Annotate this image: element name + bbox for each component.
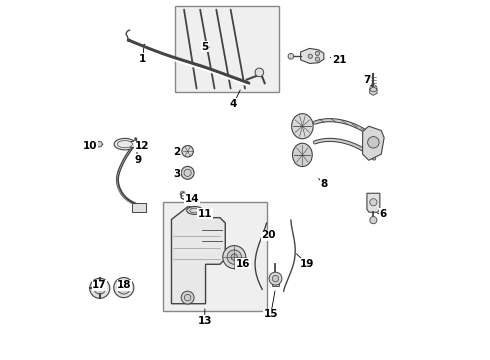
Circle shape: [368, 136, 379, 148]
Circle shape: [90, 278, 110, 298]
Text: 15: 15: [264, 309, 278, 319]
Text: 5: 5: [201, 42, 208, 51]
Bar: [175, 6, 279, 92]
Text: 21: 21: [332, 54, 346, 64]
Circle shape: [255, 68, 264, 77]
Circle shape: [370, 217, 377, 224]
Circle shape: [94, 283, 105, 294]
Bar: [163, 202, 267, 311]
Circle shape: [315, 57, 319, 61]
Ellipse shape: [114, 138, 136, 150]
Bar: [95, 142, 98, 146]
Circle shape: [97, 141, 102, 147]
Circle shape: [181, 291, 194, 304]
Text: 3: 3: [173, 168, 180, 179]
Circle shape: [182, 145, 194, 157]
Circle shape: [269, 272, 282, 285]
Text: 7: 7: [363, 75, 370, 85]
Text: 19: 19: [299, 259, 314, 269]
Circle shape: [370, 199, 377, 206]
Circle shape: [231, 254, 238, 260]
Text: 17: 17: [92, 280, 107, 291]
Text: 4: 4: [230, 99, 237, 109]
Text: 9: 9: [135, 155, 142, 165]
Text: 16: 16: [236, 259, 250, 269]
Ellipse shape: [292, 114, 313, 139]
Circle shape: [114, 278, 134, 298]
Circle shape: [308, 54, 313, 58]
Circle shape: [121, 285, 126, 291]
Ellipse shape: [293, 143, 312, 167]
Text: 10: 10: [83, 140, 98, 150]
Polygon shape: [367, 193, 380, 212]
Polygon shape: [300, 48, 324, 63]
Circle shape: [227, 250, 242, 264]
Polygon shape: [172, 207, 225, 304]
Circle shape: [315, 51, 319, 55]
Circle shape: [181, 166, 194, 179]
Bar: [272, 279, 279, 286]
Circle shape: [288, 53, 294, 59]
Polygon shape: [369, 87, 377, 95]
Circle shape: [223, 246, 245, 269]
Circle shape: [272, 275, 279, 282]
Text: 18: 18: [117, 280, 132, 291]
Text: 8: 8: [320, 179, 327, 189]
Polygon shape: [363, 126, 384, 160]
Text: 20: 20: [262, 230, 276, 240]
Text: 1: 1: [139, 54, 147, 64]
Text: 14: 14: [185, 194, 199, 204]
Text: 13: 13: [197, 316, 212, 325]
Ellipse shape: [187, 207, 203, 215]
Bar: [132, 203, 147, 212]
Text: 11: 11: [197, 209, 212, 219]
Text: 6: 6: [380, 209, 387, 219]
Text: 12: 12: [134, 141, 149, 151]
Circle shape: [117, 281, 130, 294]
Text: 2: 2: [173, 147, 180, 157]
